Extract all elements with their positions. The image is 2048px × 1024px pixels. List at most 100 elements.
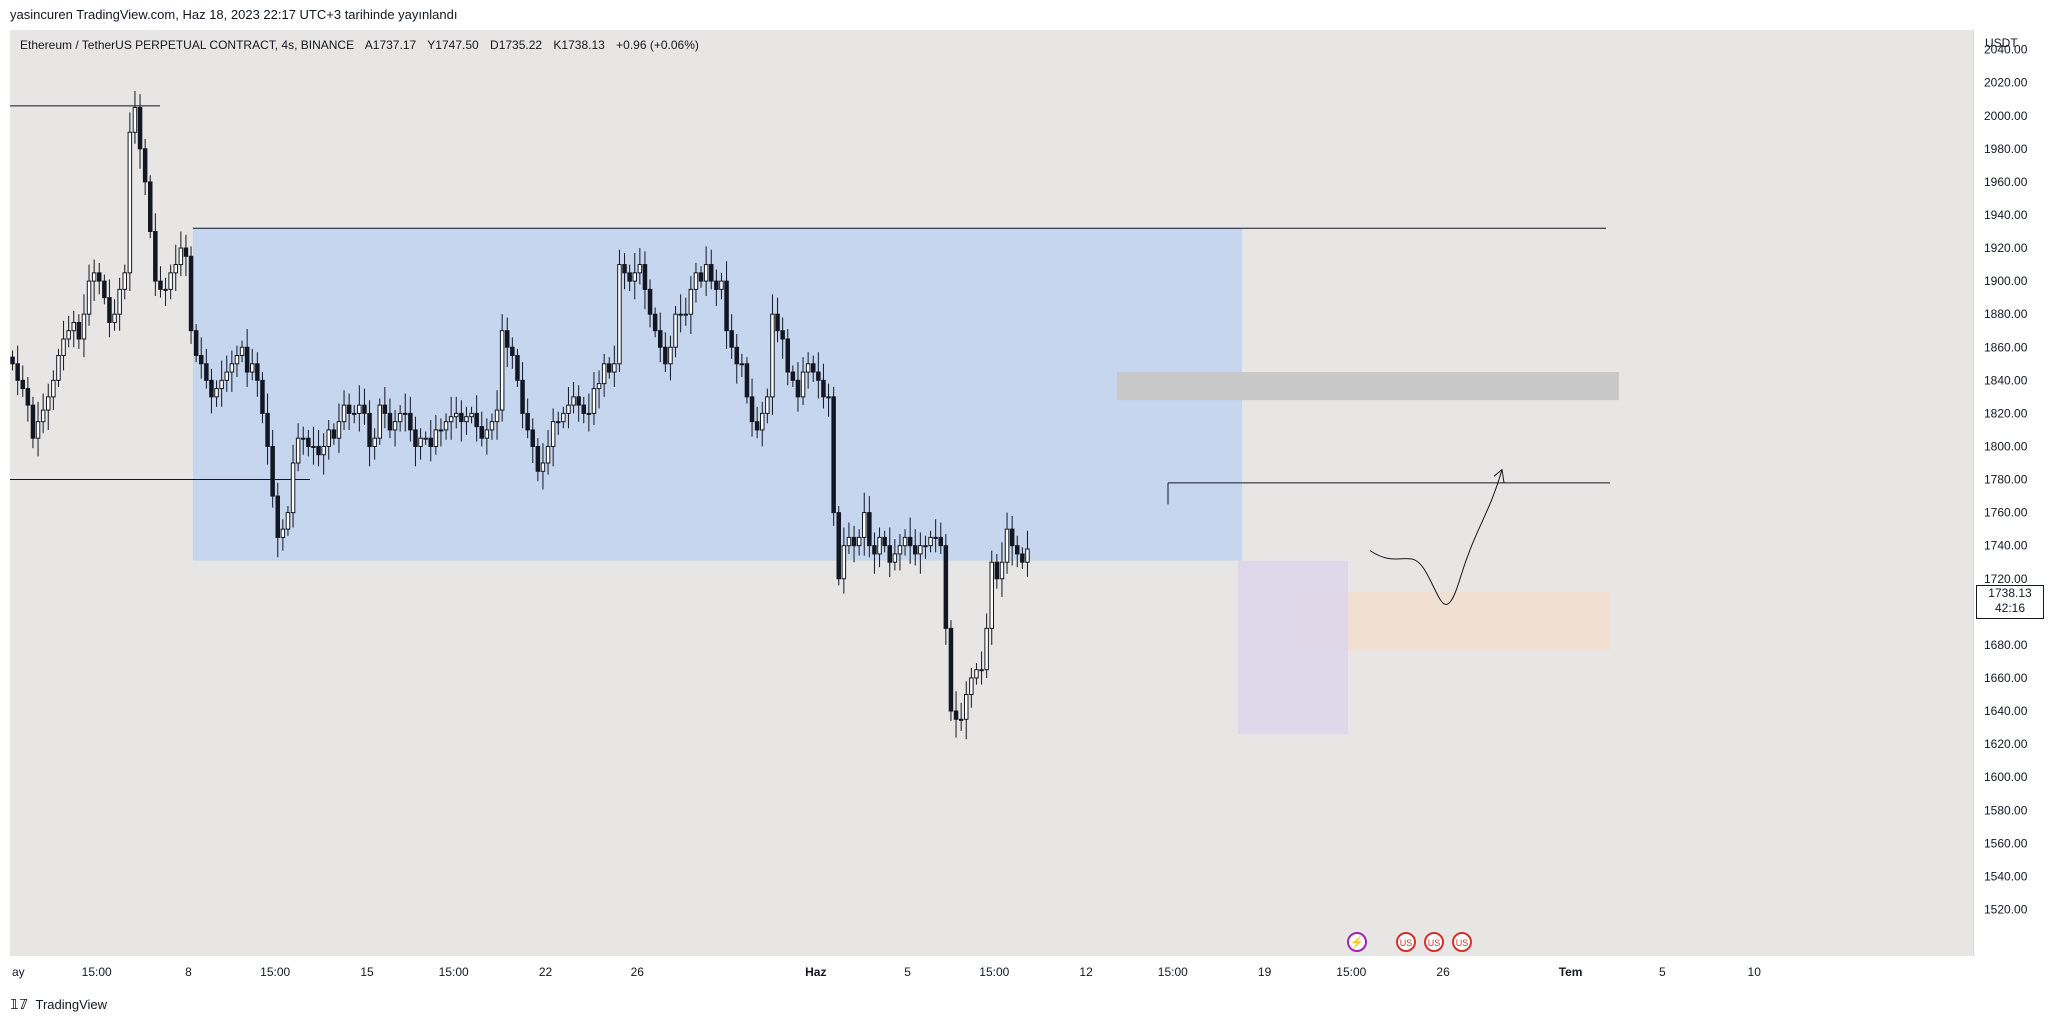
candle-body [709,264,714,282]
candle-body [760,412,765,431]
candle-body [1009,528,1015,547]
candle-body [994,561,1000,580]
us-flag-event-icon[interactable]: US [1396,932,1416,952]
tradingview-logo-icon[interactable]: 𝟙𝟟 [10,998,29,1013]
price-tick-label: 2020.00 [1984,76,2028,90]
price-tick-label: 1580.00 [1984,803,2028,817]
price-tick-label: 1900.00 [1984,274,2028,288]
price-tick-label: 1640.00 [1984,704,2028,718]
candle-body [668,346,673,365]
candle-body [790,371,796,381]
candle-body [102,280,107,299]
candle-body [836,512,841,580]
candle-body [112,313,117,323]
price-tick-label: 2040.00 [1984,43,2028,57]
candle-body [673,313,678,348]
time-tick-label: 5 [1659,965,1666,979]
candle-body [724,280,729,332]
time-tick-label: 22 [539,965,553,979]
gray-supply-zone [1117,372,1619,401]
flash-event-icon[interactable]: ⚡ [1347,932,1367,952]
candle-body [107,297,112,323]
candle-body [632,272,637,282]
candle-body [739,363,745,366]
price-tick-label: 1780.00 [1984,473,2028,487]
price-tick-label: 1720.00 [1984,572,2028,586]
price-tick-label: 1560.00 [1984,836,2028,850]
candle-body [158,280,163,290]
candle-body [749,396,755,423]
time-tick-label: 15 [360,965,374,979]
candle-body [540,462,546,472]
candle-body [403,412,408,415]
candle-body [301,437,306,440]
candle-body [153,231,158,282]
candle-body [647,288,653,315]
candle-body [336,421,342,439]
candle-body [428,437,433,447]
candle-body [693,272,699,290]
chart-area[interactable] [10,30,1973,956]
candle-body [734,346,739,365]
us-flag-event-icon[interactable]: US [1452,932,1472,952]
footer-brand[interactable]: TradingView [35,997,108,1012]
candle-body [326,429,331,447]
candle-body [357,404,362,414]
price-tick-label: 1860.00 [1984,340,2028,354]
price-tick-label: 1800.00 [1984,439,2028,453]
price-axis[interactable]: 2060.002040.002020.002000.001980.001960.… [1973,10,2048,956]
candle-body [122,272,127,290]
candle-body [372,437,377,447]
candle-body [265,412,270,447]
footer: 𝟙𝟟 TradingView [0,986,2048,1023]
candle-body [474,412,479,428]
candle-body [61,338,66,357]
time-tick-label: Haz [805,965,826,979]
candle-body [596,383,602,390]
candle-body [887,545,892,563]
candle-body [586,412,592,415]
candle-body [459,412,464,423]
time-axis-svg[interactable]: ay 15:00 8 15:00 15 15:00 22 26 Haz 5 15:00 12 15:00… [10,956,1973,986]
projection-arrow-icon [1493,468,1505,483]
candle-body [464,416,469,423]
candle-body [754,421,760,431]
candle-body [637,264,643,274]
flash-glyph: ⚡ [1350,937,1364,949]
candle-body [566,404,571,414]
candle-body [1025,548,1030,563]
candle-body [352,412,357,415]
candle-body [805,363,811,373]
legend-symbol[interactable]: Ethereum / TetherUS PERPETUAL CONTRACT, … [20,38,355,52]
candle-body [260,379,265,414]
axis-unit-label[interactable]: USDT [1985,36,2018,50]
time-tick-label: 15:00 [439,965,469,979]
candle-body [515,355,520,381]
price-axis-svg[interactable]: 2060.002040.002020.002000.001980.001960.… [1974,10,2048,956]
candle-body [86,280,92,315]
candle-body [117,288,122,315]
time-tick-label: 5 [904,965,911,979]
candle-body [535,445,541,472]
candle-body [408,412,413,431]
time-axis[interactable]: ay 15:00 8 15:00 15 15:00 22 26 Haz 5 15:00 12 15:00… [10,956,1973,986]
candle-body [918,545,923,555]
candle-body [800,371,806,398]
candle-body [530,429,535,447]
candle-body [984,627,989,671]
us-flag-event-icon[interactable]: US [1424,932,1444,952]
candle-body [678,313,683,316]
candle-body [821,379,826,398]
candle-body [969,677,974,696]
candle-body [831,396,836,514]
candle-body [494,409,500,423]
candle-body [56,355,61,381]
candle-body [15,363,20,381]
price-tick-label: 1620.00 [1984,737,2028,751]
chart-svg[interactable] [10,30,1973,956]
candle-body [550,421,556,447]
candle-body [719,280,724,290]
time-tick-label: 8 [185,965,192,979]
candle-body [392,421,398,431]
candle-body [40,409,46,423]
